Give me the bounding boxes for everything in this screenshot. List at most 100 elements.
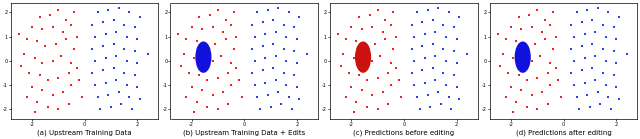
Point	[124, 96, 134, 98]
Point	[58, 91, 68, 93]
Point	[48, 60, 58, 62]
Point	[417, 21, 428, 23]
Point	[349, 57, 359, 59]
Point	[438, 48, 449, 50]
Point	[127, 108, 137, 110]
Point	[362, 106, 372, 108]
Point	[53, 77, 63, 79]
Point	[444, 11, 454, 14]
Point	[119, 48, 129, 50]
Point	[176, 64, 186, 67]
Point	[538, 31, 548, 33]
Point	[271, 79, 281, 81]
Point	[372, 9, 383, 11]
Point	[508, 110, 518, 113]
Point	[103, 9, 113, 11]
Point	[273, 91, 284, 93]
Point	[428, 43, 438, 45]
Point	[268, 67, 278, 69]
Point	[538, 91, 548, 93]
Point	[406, 48, 417, 50]
Point	[498, 52, 508, 55]
Point	[231, 67, 241, 69]
Point	[281, 84, 291, 86]
Point	[527, 26, 537, 28]
Point	[263, 9, 273, 11]
Point	[111, 55, 121, 57]
Point	[593, 7, 603, 9]
Point	[236, 96, 246, 98]
Point	[100, 81, 111, 84]
Point	[111, 31, 121, 33]
Point	[335, 64, 346, 67]
Point	[143, 52, 153, 55]
Point	[532, 77, 542, 79]
Point	[540, 38, 550, 40]
Point	[579, 57, 589, 59]
Point	[124, 11, 134, 14]
Point	[129, 74, 140, 76]
X-axis label: (c) Predictions before editing: (c) Predictions before editing	[353, 130, 454, 136]
Point	[106, 106, 116, 108]
Point	[116, 103, 127, 105]
Point	[590, 79, 600, 81]
Point	[114, 7, 124, 9]
Point	[95, 108, 106, 110]
Point	[378, 31, 388, 33]
Point	[579, 81, 589, 84]
Point	[210, 43, 220, 45]
Point	[67, 84, 77, 86]
Point	[192, 101, 202, 103]
Point	[409, 84, 419, 86]
Point	[569, 35, 579, 38]
Point	[545, 84, 556, 86]
Point	[438, 72, 449, 74]
Point	[87, 23, 97, 26]
Point	[132, 86, 142, 88]
Point	[252, 11, 262, 14]
Point	[122, 35, 132, 38]
Point	[534, 55, 545, 57]
Point	[226, 23, 236, 26]
Point	[250, 60, 260, 62]
Point	[420, 81, 430, 84]
Point	[380, 38, 390, 40]
Point	[13, 33, 24, 35]
Point	[278, 48, 289, 50]
X-axis label: (a) Upstream Training Data: (a) Upstream Training Data	[37, 130, 132, 136]
Point	[503, 72, 513, 74]
Point	[588, 67, 598, 69]
Point	[600, 35, 611, 38]
Point	[493, 33, 503, 35]
Point	[195, 74, 205, 76]
Point	[545, 62, 556, 64]
Point	[255, 108, 265, 110]
Point	[396, 96, 406, 98]
Point	[16, 64, 26, 67]
Point	[108, 19, 118, 21]
Point	[508, 57, 518, 59]
Point	[500, 96, 511, 98]
Point	[132, 38, 142, 40]
Point	[516, 28, 527, 30]
Point	[609, 74, 619, 76]
Point	[569, 84, 579, 86]
Point	[289, 26, 300, 28]
Point	[186, 86, 196, 88]
Point	[67, 23, 77, 26]
Point	[588, 43, 598, 45]
Point	[87, 72, 97, 74]
Point	[577, 45, 587, 47]
Point	[600, 60, 611, 62]
Point	[90, 84, 100, 86]
Point	[281, 60, 291, 62]
Point	[37, 28, 47, 30]
Point	[572, 96, 582, 98]
Point	[247, 72, 257, 74]
Ellipse shape	[515, 42, 530, 72]
Point	[422, 9, 433, 11]
Point	[572, 11, 582, 14]
Point	[202, 106, 212, 108]
Point	[383, 72, 393, 74]
Point	[338, 52, 348, 55]
